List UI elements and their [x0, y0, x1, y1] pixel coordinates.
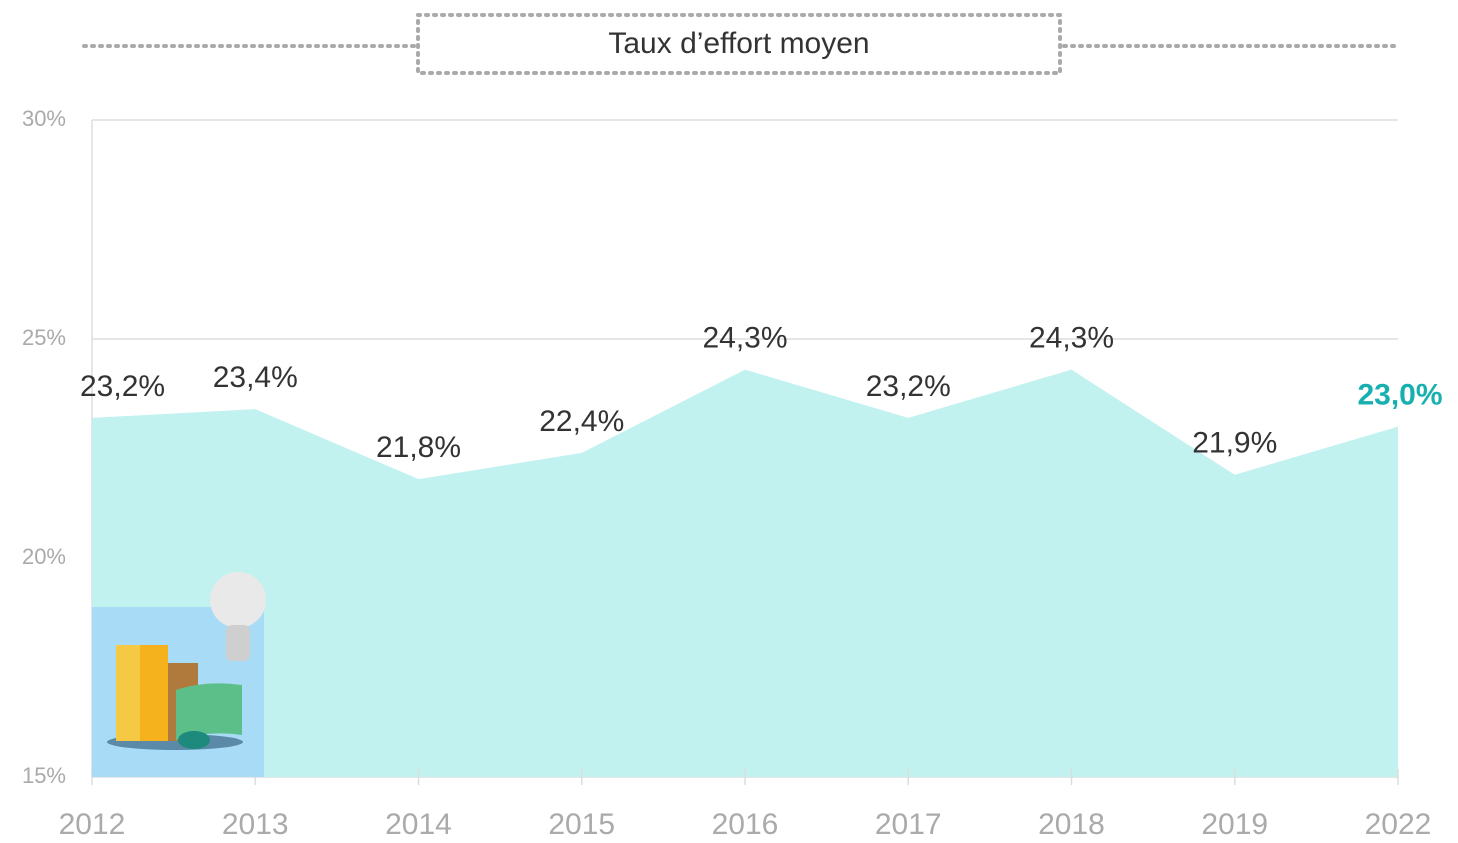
chart-title: Taux d’effort moyen [608, 27, 869, 60]
y-tick-label: 15% [22, 763, 66, 788]
icon-coins [116, 645, 140, 741]
x-tick-label: 2019 [1201, 808, 1268, 841]
x-tick-label: 2016 [712, 808, 779, 841]
value-label: 24,3% [1029, 322, 1114, 355]
value-label: 23,2% [866, 370, 951, 403]
x-tick-label: 2022 [1365, 808, 1432, 841]
icon-bill [176, 683, 242, 740]
x-tick-label: 2012 [59, 808, 126, 841]
icon-bill-roll [178, 731, 210, 749]
decorative-icon [92, 572, 266, 777]
value-label: 24,3% [702, 322, 787, 355]
x-tick-label: 2014 [385, 808, 452, 841]
icon-coins [140, 645, 168, 741]
x-tick-label: 2013 [222, 808, 289, 841]
x-tick-label: 2017 [875, 808, 942, 841]
y-tick-label: 25% [22, 325, 66, 350]
plot: 15% 20% 25% 30% 2012 23,2% 2013 23,4% 2014 21,8% 2… [22, 106, 1443, 841]
value-label: 21,9% [1192, 427, 1277, 460]
value-label: 23,4% [213, 361, 298, 394]
x-tick-label: 2015 [548, 808, 615, 841]
value-label: 22,4% [539, 405, 624, 438]
value-label: 23,2% [80, 370, 165, 403]
icon-bulb-base [226, 625, 250, 661]
y-tick-label: 30% [22, 106, 66, 131]
icon-bulb [210, 572, 266, 628]
area [92, 369, 1398, 777]
value-label: 23,0% [1357, 379, 1442, 412]
value-label: 21,8% [376, 431, 461, 464]
x-tick-label: 2018 [1038, 808, 1105, 841]
title-box [416, 13, 1062, 75]
y-tick-label: 20% [22, 544, 66, 569]
